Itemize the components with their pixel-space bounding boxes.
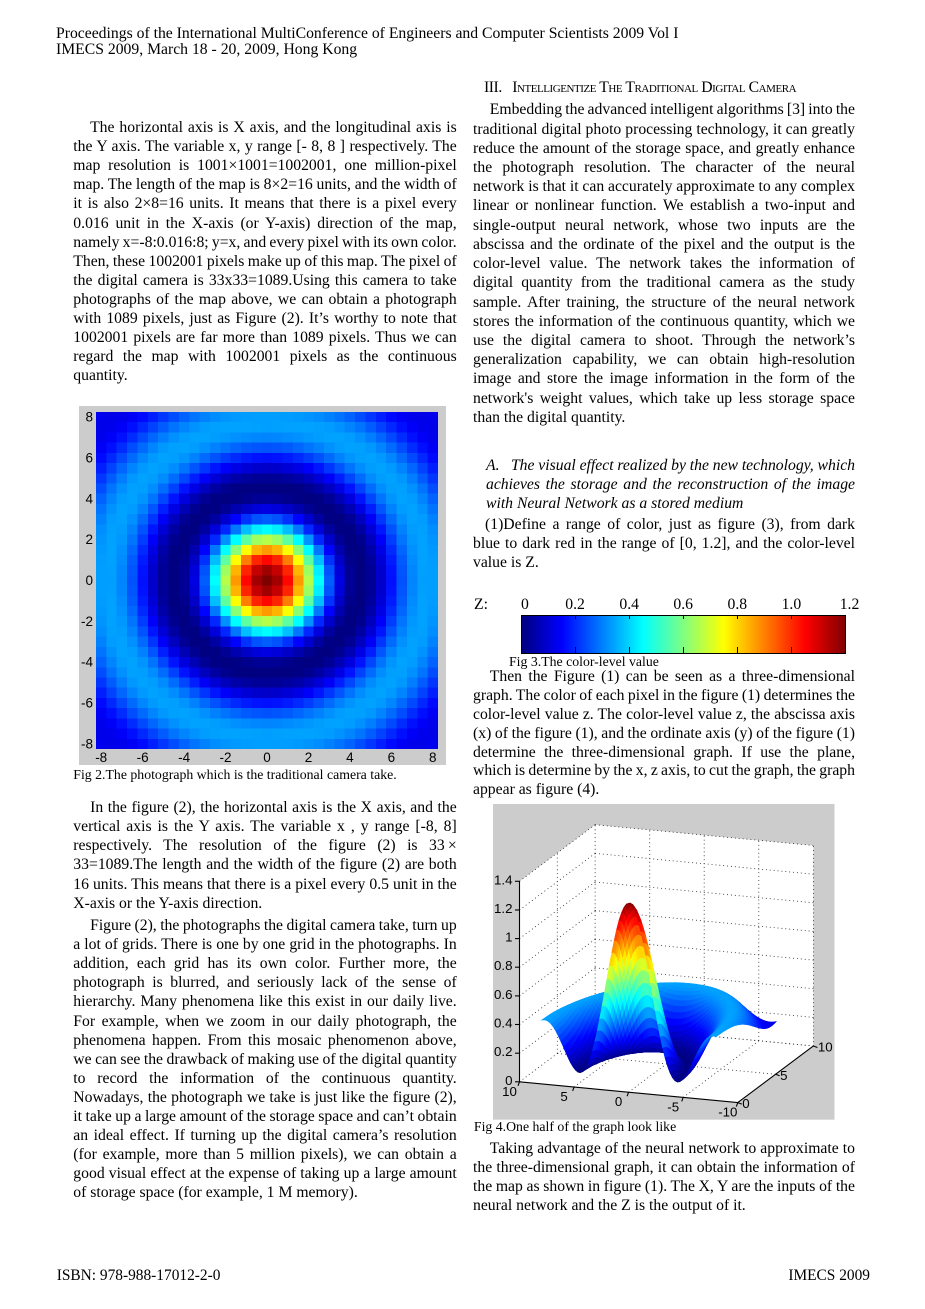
svg-text:0: 0: [263, 750, 271, 765]
svg-text:0: 0: [505, 1073, 512, 1088]
svg-text:10: 10: [502, 1084, 517, 1099]
svg-text:0: 0: [615, 1094, 622, 1109]
svg-text:6: 6: [388, 750, 396, 765]
svg-text:0.2: 0.2: [494, 1044, 512, 1059]
svg-text:-4: -4: [81, 655, 93, 670]
svg-text:6: 6: [85, 451, 93, 466]
svg-text:-6: -6: [81, 696, 93, 711]
svg-text:0.6: 0.6: [494, 987, 512, 1002]
svg-text:4: 4: [346, 750, 354, 765]
svg-text:0.8: 0.8: [494, 958, 512, 973]
svg-text:5: 5: [560, 1089, 567, 1104]
svg-text:8: 8: [429, 750, 437, 765]
svg-text:10: 10: [818, 1039, 833, 1054]
svg-text:-10: -10: [718, 1105, 737, 1120]
svg-text:8: 8: [85, 410, 93, 425]
svg-text:-2: -2: [81, 614, 93, 629]
svg-text:-5: -5: [667, 1099, 679, 1114]
svg-text:-8: -8: [95, 750, 107, 765]
svg-text:1: 1: [505, 930, 512, 945]
svg-text:-4: -4: [178, 750, 190, 765]
svg-text:4: 4: [85, 491, 93, 506]
svg-text:5: 5: [780, 1068, 787, 1083]
svg-text:0: 0: [742, 1096, 749, 1111]
svg-text:2: 2: [305, 750, 313, 765]
svg-text:1.2: 1.2: [494, 901, 512, 916]
svg-text:0.4: 0.4: [494, 1015, 512, 1030]
svg-text:-6: -6: [137, 750, 149, 765]
svg-text:-8: -8: [81, 736, 93, 751]
svg-text:1.4: 1.4: [494, 872, 512, 887]
svg-text:2: 2: [85, 532, 93, 547]
svg-text:-2: -2: [219, 750, 231, 765]
svg-text:0: 0: [85, 573, 93, 588]
